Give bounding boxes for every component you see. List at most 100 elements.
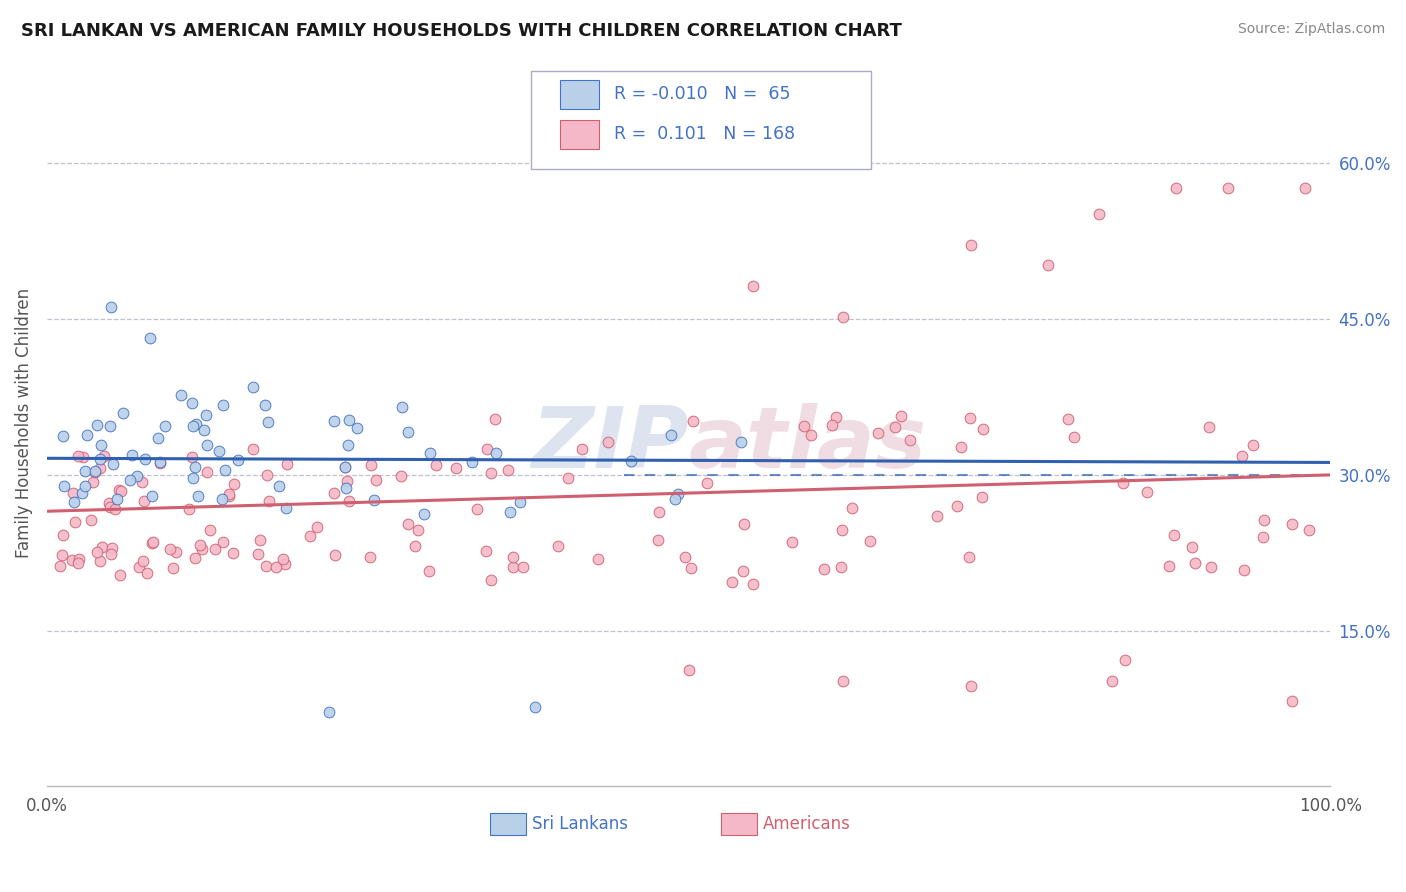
Point: [1112, 475, 1135, 490]
Point: [271, 551, 294, 566]
Point: [80, 513, 103, 527]
Point: [596, 434, 619, 449]
Point: [346, 421, 368, 435]
Point: [274, 501, 297, 516]
Point: [1241, 438, 1264, 452]
Point: [496, 463, 519, 477]
Point: [254, 398, 277, 412]
Point: [98, 496, 121, 510]
Point: [557, 471, 579, 485]
Point: [1157, 559, 1180, 574]
Point: [512, 559, 534, 574]
Point: [121, 448, 143, 462]
Point: [222, 546, 245, 560]
Point: [62, 486, 84, 500]
Point: [741, 279, 763, 293]
Point: [730, 434, 752, 449]
Point: [142, 535, 165, 549]
Point: [111, 406, 134, 420]
Point: [191, 541, 214, 556]
Point: [1298, 523, 1320, 537]
Point: [474, 543, 496, 558]
Point: [51, 548, 73, 562]
Point: [89, 461, 111, 475]
Point: [1230, 449, 1253, 463]
Point: [1233, 563, 1256, 577]
Text: R =  0.101   N = 168: R = 0.101 N = 168: [614, 125, 796, 143]
Point: [502, 550, 524, 565]
Point: [226, 453, 249, 467]
Point: [673, 549, 696, 564]
Point: [60, 553, 83, 567]
Point: [659, 427, 682, 442]
Point: [731, 564, 754, 578]
Point: [254, 559, 277, 574]
Point: [132, 554, 155, 568]
Point: [682, 414, 704, 428]
Point: [1036, 259, 1059, 273]
Point: [800, 428, 823, 442]
Point: [177, 502, 200, 516]
Point: [950, 440, 973, 454]
Point: [132, 493, 155, 508]
Point: [63, 516, 86, 530]
Point: [52, 479, 75, 493]
Point: [183, 460, 205, 475]
Point: [67, 450, 90, 464]
Point: [547, 539, 569, 553]
Point: [396, 516, 419, 531]
Point: [485, 446, 508, 460]
Point: [396, 425, 419, 439]
Text: Sri Lankans: Sri Lankans: [531, 815, 628, 833]
Point: [211, 492, 233, 507]
Point: [91, 541, 114, 555]
Point: [100, 548, 122, 562]
Point: [134, 452, 156, 467]
Point: [267, 479, 290, 493]
Point: [212, 398, 235, 412]
Point: [360, 458, 382, 472]
Point: [336, 438, 359, 452]
Point: [98, 500, 121, 514]
Point: [333, 459, 356, 474]
Point: [204, 541, 226, 556]
Point: [181, 471, 204, 485]
Point: [195, 465, 218, 479]
Point: [1088, 206, 1111, 220]
Point: [475, 442, 498, 456]
Point: [830, 559, 852, 574]
Point: [1114, 653, 1136, 667]
Point: [418, 564, 440, 578]
Point: [366, 473, 388, 487]
Point: [404, 539, 426, 553]
Point: [222, 476, 245, 491]
Point: [960, 679, 983, 693]
Point: [337, 413, 360, 427]
Point: [419, 446, 441, 460]
Point: [831, 310, 853, 325]
Point: [335, 474, 357, 488]
Point: [1136, 485, 1159, 500]
Point: [322, 486, 344, 500]
Point: [131, 475, 153, 490]
Point: [76, 428, 98, 442]
Point: [66, 556, 89, 570]
Point: [406, 523, 429, 537]
Point: [318, 705, 340, 719]
Text: atlas: atlas: [689, 403, 927, 486]
Point: [498, 505, 520, 519]
Point: [571, 442, 593, 457]
Point: [502, 560, 524, 574]
Point: [681, 561, 703, 575]
Point: [363, 493, 385, 508]
Point: [509, 495, 531, 509]
Point: [274, 557, 297, 571]
Point: [1281, 694, 1303, 708]
Point: [391, 400, 413, 414]
Point: [186, 417, 208, 431]
Point: [413, 507, 436, 521]
Point: [696, 475, 718, 490]
Point: [75, 479, 97, 493]
FancyBboxPatch shape: [560, 120, 599, 149]
Point: [883, 420, 905, 434]
